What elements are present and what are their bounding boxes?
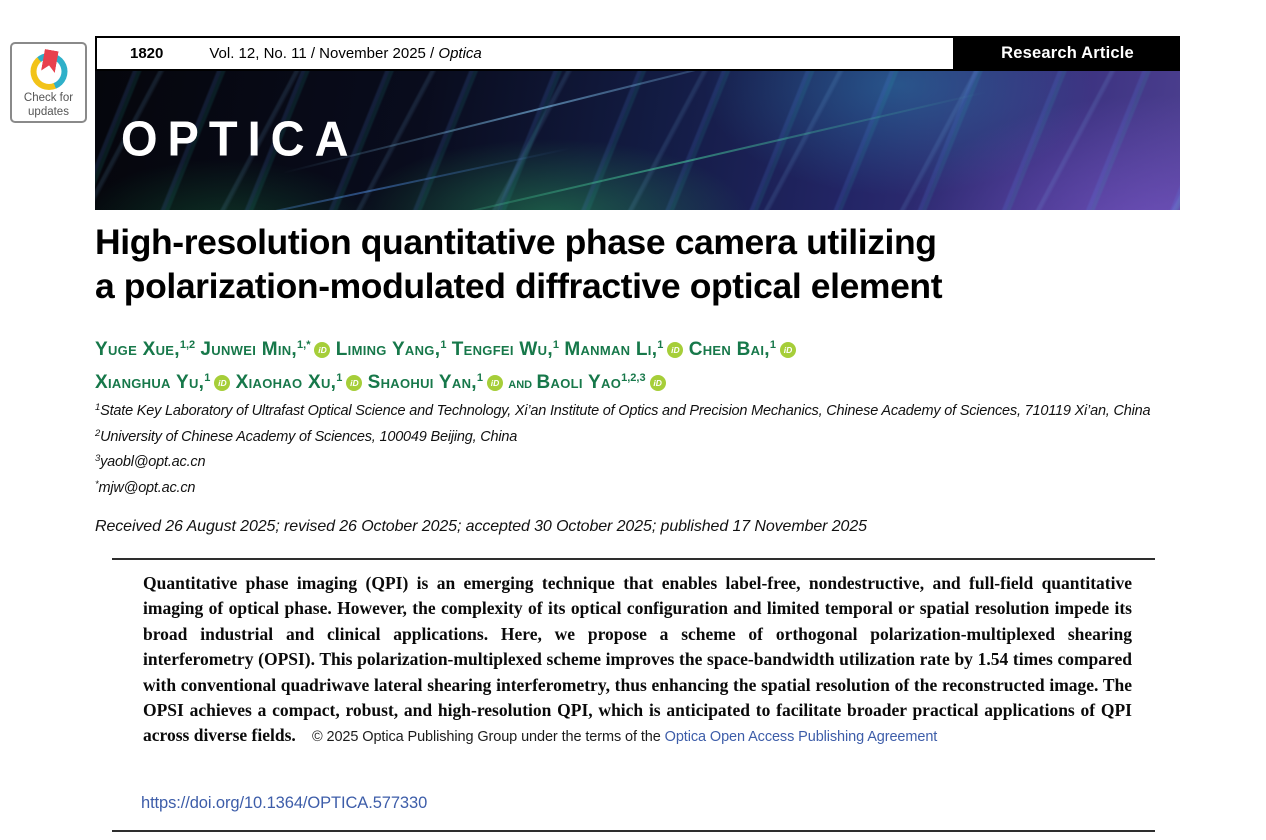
- divider-rule-bottom: [112, 830, 1155, 832]
- author-affiliation-sup: 1,2: [179, 339, 196, 351]
- journal-name: Optica: [438, 45, 482, 62]
- license-agreement-link[interactable]: Optica Open Access Publishing Agreement: [664, 729, 938, 746]
- check-for-updates-badge[interactable]: Check for updates: [10, 42, 87, 123]
- copyright-notice: © 2025 Optica Publishing Group under the…: [311, 729, 938, 746]
- banner-light-streak: [362, 91, 988, 210]
- orcid-icon[interactable]: iD: [649, 375, 666, 391]
- affiliation-sup: 3: [95, 453, 101, 464]
- check-for-updates-label: Check for updates: [23, 92, 74, 118]
- author-name: Yuge Xue,: [95, 339, 180, 360]
- abstract-text: Quantitative phase imaging (QPI) is an e…: [143, 573, 1132, 746]
- author-name: Baoli Yao: [536, 372, 622, 393]
- author-name: Shaohui Yan,: [367, 372, 477, 393]
- author-name: Liming Yang,: [335, 339, 441, 360]
- author-name: Xiaohao Xu,: [235, 372, 337, 393]
- author-list: Yuge Xue,1,2 Junwei Min,1,* iD Liming Yan…: [95, 331, 1180, 398]
- orcid-icon[interactable]: iD: [314, 342, 331, 358]
- author-name: Tengfei Wu,: [451, 339, 553, 360]
- page-number: 1820: [130, 45, 164, 62]
- author-name: Junwei Min,: [200, 339, 298, 360]
- affiliation-line: *mjw@opt.ac.cn: [95, 478, 196, 496]
- article-type-label: Research Article: [1001, 44, 1134, 62]
- divider-rule-top: [112, 558, 1155, 560]
- affiliation-sup: *: [95, 478, 99, 490]
- author-name: Chen Bai,: [688, 339, 770, 360]
- author-affiliation-sup: 1,2,3: [621, 372, 646, 384]
- orcid-icon[interactable]: iD: [486, 375, 503, 391]
- abstract-paragraph: Quantitative phase imaging (QPI) is an e…: [143, 571, 1132, 751]
- affiliation-sup: 1: [95, 402, 101, 413]
- issue-info: Vol. 12, No. 11 / November 2025 / Optica: [209, 45, 482, 62]
- journal-banner: OPTICA: [95, 71, 1180, 210]
- affiliation-sup: 2: [95, 427, 101, 439]
- author-affiliation-sup: 1: [204, 372, 211, 384]
- optica-logo: OPTICA: [121, 110, 359, 167]
- affiliation-line: 2University of Chinese Academy of Scienc…: [95, 427, 518, 445]
- orcid-icon[interactable]: iD: [667, 342, 684, 358]
- affiliation-line: 1State Key Laboratory of Ultrafast Optic…: [95, 402, 1151, 419]
- author-affiliation-sup: 1,*: [297, 339, 311, 351]
- affiliation-line: 3yaobl@opt.ac.cn: [95, 453, 206, 470]
- author-affiliation-sup: 1: [657, 339, 664, 351]
- orcid-icon[interactable]: iD: [214, 375, 231, 391]
- orcid-icon[interactable]: iD: [346, 375, 363, 391]
- doi-link[interactable]: https://doi.org/10.1364/OPTICA.577330: [141, 794, 428, 812]
- author-name: Manman Li,: [564, 339, 658, 360]
- orcid-icon[interactable]: iD: [779, 342, 796, 358]
- author-affiliation-sup: 1: [336, 372, 343, 384]
- and-connector: and: [508, 375, 537, 392]
- citation-box: 1820 Vol. 12, No. 11 / November 2025 / O…: [95, 36, 955, 71]
- affiliations-block: 1State Key Laboratory of Ultrafast Optic…: [95, 397, 1180, 499]
- author-affiliation-sup: 1: [476, 372, 483, 384]
- author-name: Xianghua Yu,: [95, 372, 205, 393]
- author-affiliation-sup: 1: [440, 339, 447, 351]
- article-title: High-resolution quantitative phase camer…: [95, 222, 943, 306]
- author-affiliation-sup: 1: [552, 339, 560, 351]
- article-history: Received 26 August 2025; revised 26 Octo…: [95, 518, 867, 535]
- author-affiliation-sup: 1: [769, 339, 776, 351]
- journal-header-bar: 1820 Vol. 12, No. 11 / November 2025 / O…: [95, 36, 1180, 71]
